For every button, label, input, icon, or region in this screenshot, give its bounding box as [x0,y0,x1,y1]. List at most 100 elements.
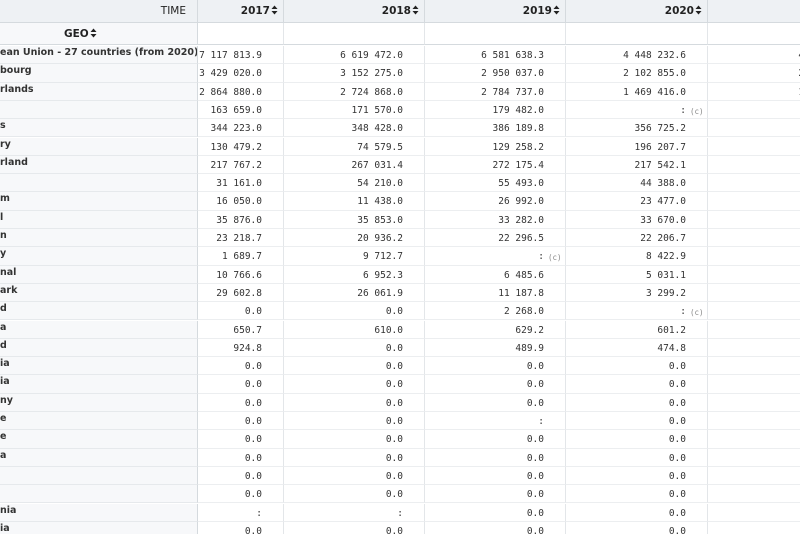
sort-icon[interactable] [695,5,702,15]
year-header[interactable]: 2019 [425,0,566,23]
year-header[interactable]: 2020 [566,0,708,23]
data-cell [284,521,425,534]
data-cell [425,320,566,339]
data-cell [566,174,708,193]
cell-value: 33 670.0 [640,214,686,226]
data-cell [566,430,708,449]
data-cell [566,119,708,138]
data-cell [425,357,566,376]
cell-value: 0.0 [526,379,544,391]
cell-value: 31 161.0 [216,178,262,190]
cell-value: 6 952.3 [362,269,403,281]
data-cell [708,247,800,266]
cell-value: 9 712.7 [362,251,403,263]
row-label: ark [0,283,198,303]
data-cell [708,83,800,101]
data-cell [425,46,566,65]
row-label: l [0,210,198,229]
header-row [0,0,198,23]
data-cell [708,449,800,467]
geo-label[interactable]: GEO [64,23,97,46]
year-header[interactable]: 2018 [284,0,425,23]
sort-icon[interactable] [412,5,419,15]
cell-value: 0.0 [526,525,544,534]
sort-icon[interactable] [90,28,97,38]
data-cell [425,521,566,534]
cell-value: 8 422.9 [645,251,686,263]
sort-icon[interactable] [271,5,278,15]
data-cell [566,320,708,339]
cell-value: 23 218.7 [216,233,262,244]
row-label [0,100,198,120]
cell-value: 390 [708,101,800,119]
data-cell [198,357,284,376]
row-label [0,174,198,193]
cell-value: 24 [708,211,800,229]
cell-value: 0.0 [668,397,686,409]
cell-value: 0.0 [244,416,262,427]
year-header[interactable]: 2017 [198,0,284,23]
data-cell [708,302,800,321]
data-cell [284,46,425,65]
sort-icon[interactable] [553,5,560,15]
cell-value: 149 [708,156,800,174]
data-cell [198,64,284,83]
cell-value: : [538,251,544,263]
cell-value: : [256,507,262,519]
data-cell [284,412,425,431]
cell-value: 0.0 [244,379,262,391]
cell-value: 44 388.0 [640,178,686,190]
data-cell [284,466,425,486]
year-subheader [425,22,566,45]
data-cell [198,503,284,522]
cell-value: : [680,104,686,116]
cell-value: 11 438.0 [357,196,403,208]
cell-value: 223 [708,138,800,156]
data-cell [708,266,800,284]
data-cell [425,64,566,83]
row-label: nal [0,265,198,284]
data-cell [708,375,800,394]
cell-value: 4 485 [708,46,800,64]
data-cell [566,100,708,120]
cell-value: 386 189.8 [492,123,544,135]
data-cell [198,466,284,486]
cell-value: 0.0 [668,416,686,427]
cell-value: 489.9 [515,342,544,354]
cell-value: 0.0 [244,434,262,446]
row-label: y [0,247,198,266]
data-cell [425,119,566,138]
cell-value: 217 767.2 [210,159,262,171]
cell-value: 1 469 416.0 [623,86,686,98]
data-cell [708,339,800,358]
cell-value: 0.0 [526,361,544,373]
cell-value: 0.0 [668,489,686,501]
data-cell [284,137,425,156]
cell-value: 2 784 737.0 [481,86,544,98]
cell-value: 0.0 [526,434,544,446]
data-cell [566,338,708,358]
data-cell [566,283,708,303]
data-cell [284,283,425,303]
data-cell [708,46,800,65]
cell-value: : [397,507,403,519]
cell-value: 356 725.2 [634,123,686,135]
cell-value: 26 061.9 [357,287,403,299]
row-label: e [0,430,198,449]
cell-value: 0.0 [385,470,403,482]
cell-value: 0.0 [668,452,686,464]
year-subheader [708,23,800,45]
cell-value: 35 876.0 [216,214,262,226]
cell-value: 2 014 [708,64,800,82]
row-label: ry [0,137,198,156]
row-label: s [0,119,198,138]
cell-value: 6 581 638.3 [481,50,544,61]
cell-value: 27 [708,192,800,210]
data-cell [425,100,566,120]
cell-value: 650.7 [233,324,262,336]
data-cell [566,503,708,522]
data-cell [284,393,425,412]
cell-value: 0.0 [385,379,403,391]
cell-value: 2 864 880.0 [199,86,262,98]
